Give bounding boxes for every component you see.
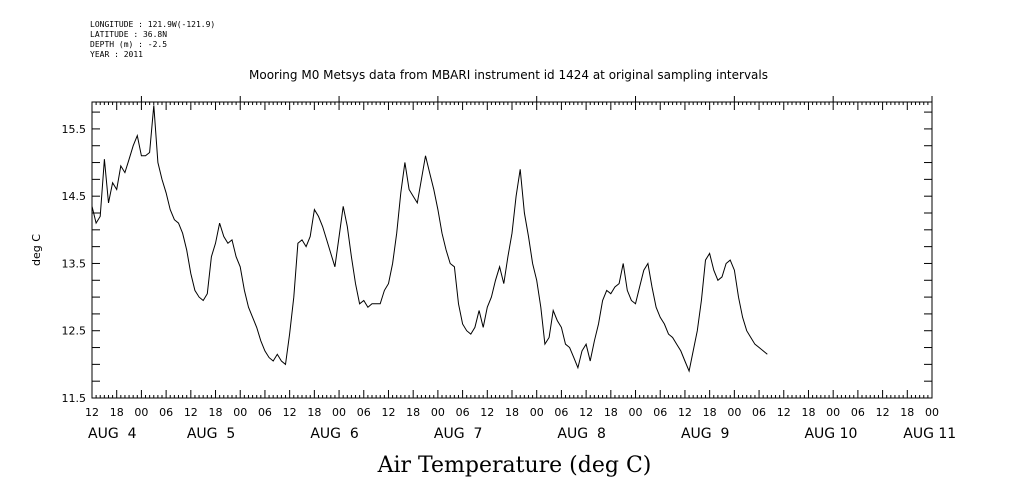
x-tick-label: 12 bbox=[381, 406, 395, 419]
x-tick-label: 06 bbox=[357, 406, 371, 419]
x-tick-label: 00 bbox=[826, 406, 840, 419]
x-tick-label: 12 bbox=[777, 406, 791, 419]
date-label: AUG 6 bbox=[310, 426, 359, 442]
x-tick-label: 18 bbox=[406, 406, 420, 419]
x-tick-label: 00 bbox=[629, 406, 643, 419]
x-tick-label: 18 bbox=[703, 406, 717, 419]
x-tick-label: 06 bbox=[159, 406, 173, 419]
x-tick-label: 12 bbox=[876, 406, 890, 419]
x-axis-label: Air Temperature (deg C) bbox=[377, 453, 652, 478]
x-tick-label: 06 bbox=[554, 406, 568, 419]
metadata-block: LONGITUDE : 121.9W(-121.9) LATITUDE : 36… bbox=[90, 20, 215, 60]
date-label: AUG 8 bbox=[557, 426, 605, 442]
y-tick-label: 15.5 bbox=[62, 123, 87, 136]
longitude-text: LONGITUDE : 121.9W(-121.9) bbox=[90, 20, 216, 29]
x-tick-label: 18 bbox=[900, 406, 914, 419]
year-text: YEAR : 2011 bbox=[90, 50, 143, 59]
x-tick-label: 18 bbox=[307, 406, 321, 419]
y-tick-label: 12.5 bbox=[62, 325, 87, 338]
plot-frame bbox=[91, 101, 933, 399]
x-tick-label: 06 bbox=[258, 406, 272, 419]
x-tick-label: 18 bbox=[110, 406, 124, 419]
x-tick-label: 18 bbox=[604, 406, 618, 419]
chart-title: Mooring M0 Metsys data from MBARI instru… bbox=[249, 68, 768, 82]
x-tick-label: 18 bbox=[801, 406, 815, 419]
x-tick-label: 06 bbox=[653, 406, 667, 419]
x-tick-label: 00 bbox=[530, 406, 544, 419]
x-tick-label: 00 bbox=[134, 406, 148, 419]
x-tick-label: 00 bbox=[233, 406, 247, 419]
x-tick-label: 12 bbox=[678, 406, 692, 419]
x-tick-label: 12 bbox=[184, 406, 198, 419]
series-line bbox=[91, 105, 768, 373]
date-label: AUG 5 bbox=[187, 426, 235, 442]
y-tick-label: 11.5 bbox=[62, 392, 87, 405]
date-label: AUG 7 bbox=[434, 426, 482, 442]
y-tick-label: 13.5 bbox=[62, 257, 87, 270]
x-tick-label: 18 bbox=[209, 406, 223, 419]
x-tick-label: 12 bbox=[283, 406, 297, 419]
latitude-text: LATITUDE : 36.8N bbox=[90, 30, 168, 39]
x-tick-label: 18 bbox=[505, 406, 519, 419]
x-tick-label: 12 bbox=[85, 406, 99, 419]
x-tick-label: 12 bbox=[579, 406, 593, 419]
date-label: AUG 10 bbox=[804, 426, 857, 442]
x-tick-label: 06 bbox=[851, 406, 865, 419]
x-tick-label: 12 bbox=[480, 406, 494, 419]
x-tick-label: 00 bbox=[332, 406, 346, 419]
x-tick-label: 00 bbox=[925, 406, 939, 419]
x-tick-label: 06 bbox=[456, 406, 470, 419]
date-label: AUG 11 bbox=[903, 426, 956, 442]
y-tick-label: 14.5 bbox=[62, 190, 87, 203]
x-tick-label: 06 bbox=[752, 406, 766, 419]
x-tick-label: 00 bbox=[727, 406, 741, 419]
x-tick-label: 00 bbox=[431, 406, 445, 419]
date-label: AUG 9 bbox=[681, 426, 729, 442]
depth-text: DEPTH (m) : -2.5 bbox=[90, 40, 168, 49]
y-axis-label: deg C bbox=[30, 234, 43, 266]
date-label: AUG 4 bbox=[88, 426, 137, 442]
